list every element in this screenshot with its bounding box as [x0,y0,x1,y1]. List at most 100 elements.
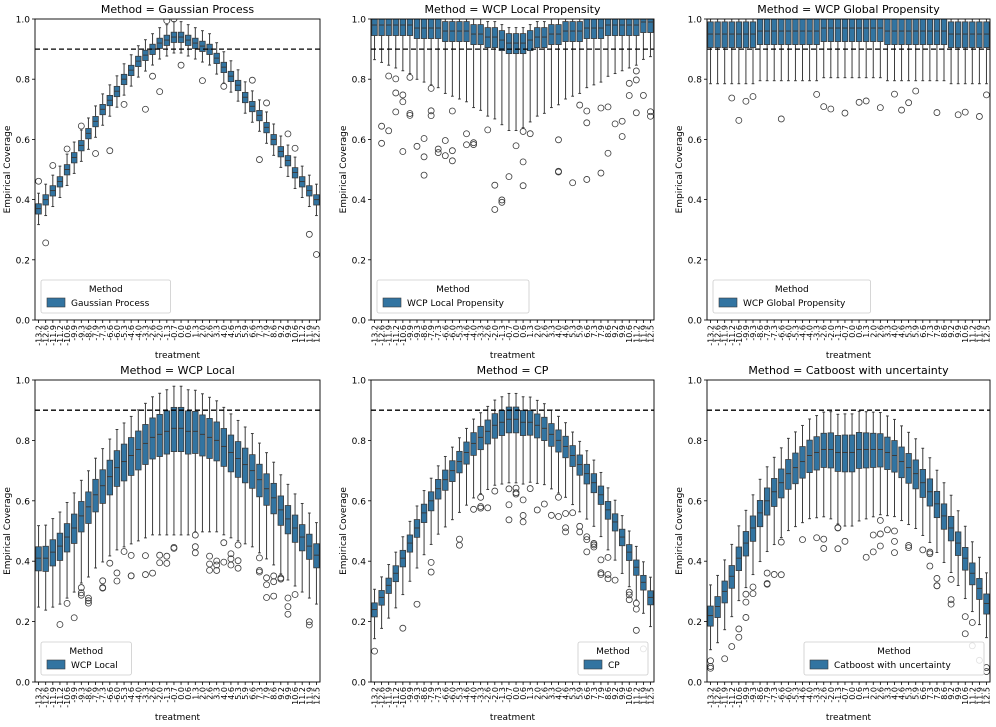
outlier [583,119,591,127]
x-tick-label: -9.9 [742,687,751,703]
box [707,605,714,627]
panel-3: Method = WCP Global Propensity 0.0 0.2 0.4 0… [675,3,991,361]
outlier [647,108,654,116]
y-tick-label: 0.4 [688,196,703,206]
outlier [498,196,506,204]
x-tick-label: -11.9 [721,325,730,346]
outlier [604,571,612,578]
x-tick-label: 7.3 [926,325,935,338]
box [877,19,884,42]
box [477,24,484,45]
box [619,19,626,36]
x-tick-label: -4.0 [806,687,815,703]
outlier [569,179,577,187]
box [477,425,484,451]
outlier [263,594,270,601]
x-tick-label: 11.2 [632,687,641,705]
outlier [611,576,619,584]
box [242,447,249,484]
outlier [548,511,555,519]
outlier [632,109,640,117]
x-tick-label: 2.6 [206,325,215,338]
outlier [106,147,114,155]
outlier [947,600,955,608]
outlier [820,103,828,111]
outlier [876,542,884,550]
outlier [519,158,527,166]
x-tick-label: -8.6 [756,325,765,341]
outlier [813,534,821,542]
x-tick-label: -2.0 [827,325,836,341]
box [555,24,562,45]
box [855,19,863,42]
x-tick-label: -6.0 [113,687,122,703]
box [742,21,750,48]
outlier [227,555,235,563]
x-tick-label: -13.2 [35,325,44,346]
outlier [227,550,235,558]
legend-box [376,279,530,314]
x-tick-label: -7.3 [770,325,779,341]
legend-swatch [46,297,66,308]
legend-title: Method [89,285,123,295]
outlier [876,517,884,524]
x-tick-label: -8.6 [756,687,765,703]
outlier [735,625,743,633]
box [569,445,576,467]
box [505,406,513,434]
x-tick-label: -4.6 [127,325,136,341]
box [756,19,764,45]
x-tick-label: 6.6 [919,325,928,338]
x-tick-label: 4.6 [898,687,907,700]
box [256,463,263,498]
outlier [742,598,750,606]
x-tick-label: -13.2 [707,325,716,346]
x-tick-label: -7.9 [427,325,436,341]
y-tick-label: 0.4 [16,558,31,568]
box [548,423,555,447]
box [891,440,898,473]
outlier [526,485,534,492]
outlier [512,490,520,498]
y-tick-label: 0.8 [352,437,367,447]
box [633,19,640,36]
box [841,434,849,473]
outlier [869,548,877,556]
x-tick-label: -12.6 [42,325,51,346]
x-tick-label: -3.3 [141,325,150,341]
outlier [448,147,456,155]
outlier [256,568,263,576]
x-tick-label: 7.3 [590,325,599,338]
outlier [763,569,771,577]
y-tick-label: 1.0 [688,16,703,26]
x-tick-label: -1.3 [163,687,172,703]
x-tick-label: 10.6 [961,687,970,705]
outlier [707,664,714,672]
box [527,30,534,52]
plot-area [35,19,320,258]
box [735,21,742,48]
x-tick-label: -4.6 [799,687,808,703]
box [541,27,548,48]
box [841,19,849,42]
outlier [491,487,499,495]
outlier [378,139,386,147]
box [135,430,142,471]
legend-title: Method [596,647,630,657]
x-tick-label: -12.6 [378,687,387,708]
x-tick-label: 9.2 [947,687,956,700]
y-tick-label: 1.0 [16,16,31,26]
y-tick-label: 0.6 [352,497,367,507]
x-tick-label: -4.6 [127,687,136,703]
box [947,515,955,542]
box [534,27,541,48]
x-tick-label: -7.3 [434,325,443,341]
outlier [434,145,442,153]
outlier [256,567,263,574]
outlier [827,105,835,113]
box [955,21,962,48]
x-tick-label: 9.9 [284,687,293,700]
box [884,19,891,45]
outlier [869,531,877,539]
outlier [427,107,435,115]
